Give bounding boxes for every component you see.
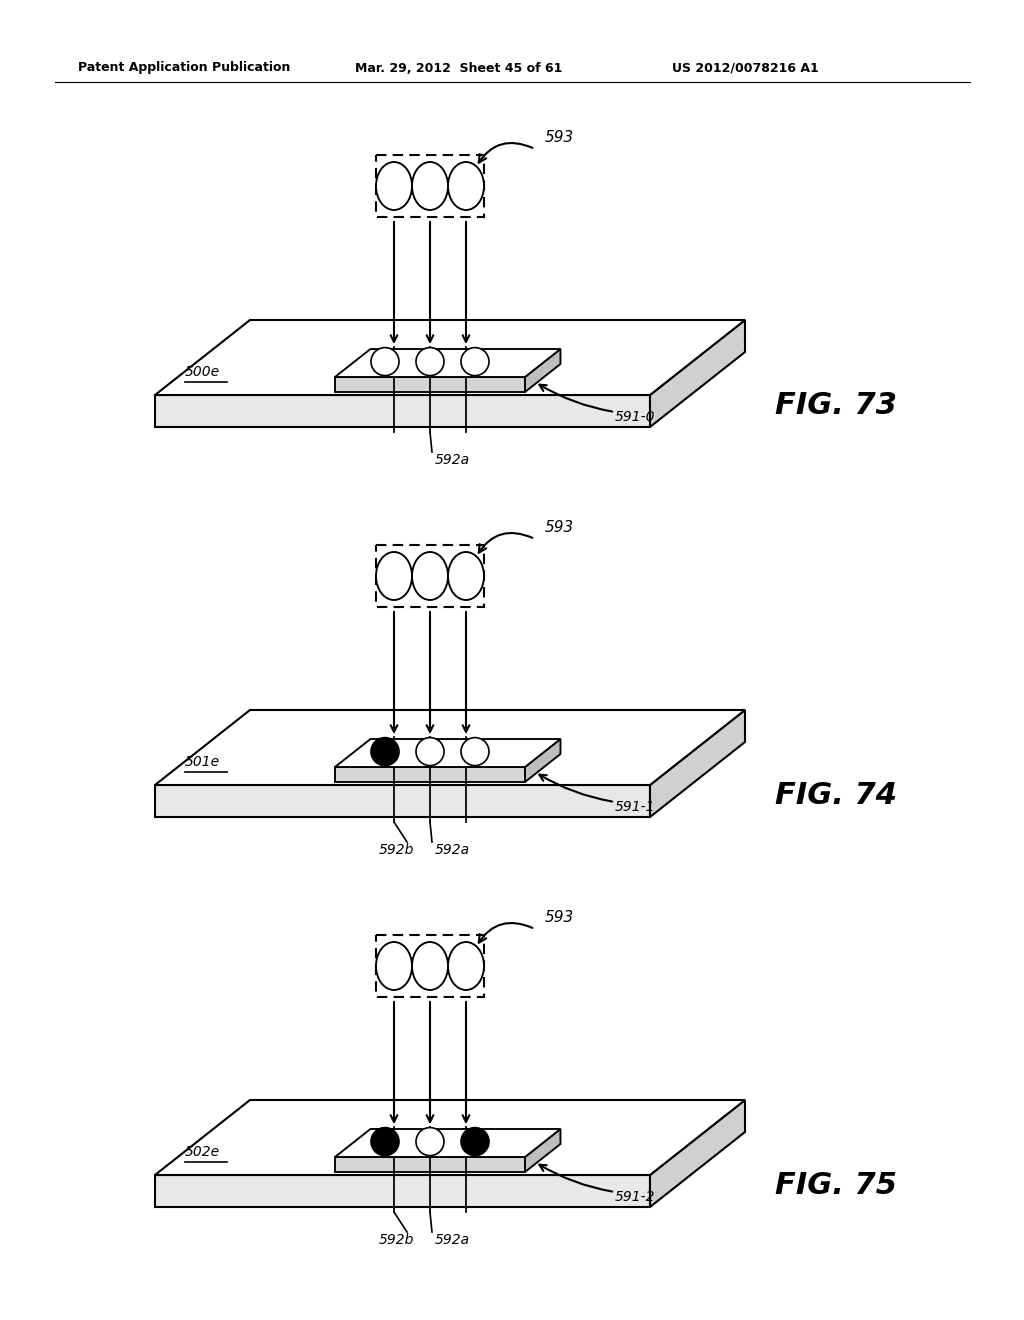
Circle shape — [416, 347, 444, 376]
Circle shape — [461, 347, 489, 376]
Text: 592b: 592b — [379, 843, 415, 857]
Circle shape — [461, 738, 489, 766]
Polygon shape — [335, 739, 560, 767]
Ellipse shape — [376, 162, 412, 210]
Text: FIG. 75: FIG. 75 — [775, 1171, 897, 1200]
Polygon shape — [650, 1100, 745, 1206]
Text: 591-0: 591-0 — [615, 411, 655, 424]
Polygon shape — [155, 785, 650, 817]
Polygon shape — [650, 710, 745, 817]
Polygon shape — [155, 710, 745, 785]
Circle shape — [416, 738, 444, 766]
Text: 593: 593 — [545, 129, 574, 144]
Polygon shape — [335, 1158, 525, 1172]
Circle shape — [416, 1127, 444, 1155]
Text: US 2012/0078216 A1: US 2012/0078216 A1 — [672, 62, 819, 74]
Text: 592a: 592a — [435, 1233, 470, 1247]
Text: 591-1: 591-1 — [615, 800, 655, 814]
Ellipse shape — [449, 552, 484, 601]
Polygon shape — [155, 1175, 650, 1206]
Text: Patent Application Publication: Patent Application Publication — [78, 62, 291, 74]
Text: 591-2: 591-2 — [615, 1191, 655, 1204]
Bar — [376, 545, 484, 607]
Text: 592a: 592a — [435, 453, 470, 467]
Ellipse shape — [449, 162, 484, 210]
Text: 500e: 500e — [185, 366, 220, 380]
Text: 502e: 502e — [185, 1146, 220, 1159]
Polygon shape — [155, 1100, 745, 1175]
Circle shape — [371, 347, 399, 376]
Polygon shape — [525, 1129, 560, 1172]
Text: 593: 593 — [545, 520, 574, 535]
Polygon shape — [335, 1129, 560, 1158]
Ellipse shape — [412, 162, 449, 210]
Bar — [376, 935, 484, 997]
Ellipse shape — [412, 552, 449, 601]
Ellipse shape — [376, 552, 412, 601]
Text: 592b: 592b — [379, 1233, 415, 1247]
Ellipse shape — [412, 942, 449, 990]
Bar — [376, 154, 484, 216]
Text: FIG. 74: FIG. 74 — [775, 780, 897, 809]
Circle shape — [371, 1127, 399, 1155]
Ellipse shape — [376, 942, 412, 990]
Text: Mar. 29, 2012  Sheet 45 of 61: Mar. 29, 2012 Sheet 45 of 61 — [355, 62, 562, 74]
Polygon shape — [155, 319, 745, 395]
Ellipse shape — [449, 942, 484, 990]
Polygon shape — [335, 767, 525, 781]
Polygon shape — [155, 395, 650, 426]
Text: FIG. 73: FIG. 73 — [775, 391, 897, 420]
Text: 593: 593 — [545, 909, 574, 924]
Polygon shape — [525, 348, 560, 392]
Polygon shape — [335, 378, 525, 392]
Polygon shape — [525, 739, 560, 781]
Polygon shape — [335, 348, 560, 378]
Circle shape — [461, 1127, 489, 1155]
Polygon shape — [650, 319, 745, 426]
Text: 592a: 592a — [435, 843, 470, 857]
Text: 501e: 501e — [185, 755, 220, 770]
Circle shape — [371, 738, 399, 766]
